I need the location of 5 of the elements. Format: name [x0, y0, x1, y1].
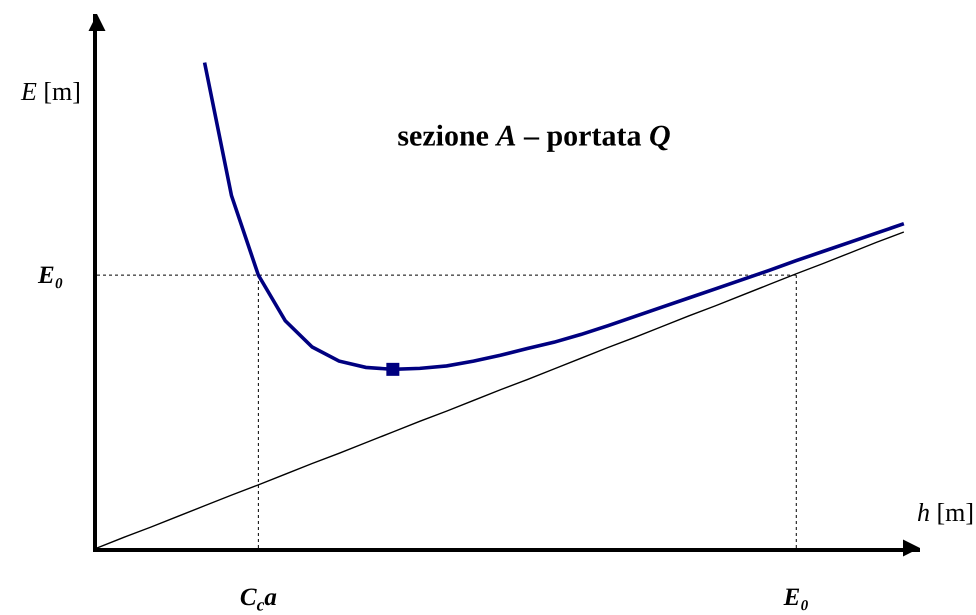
- text: sezione A – portata Q: [397, 120, 671, 152]
- ref-line-label: E₀: [37, 262, 64, 289]
- x-tick-label: C$_{c}$a: [240, 584, 277, 614]
- y-axis-title: E [m]: [20, 77, 81, 106]
- x-axis-title: h [m]: [917, 498, 974, 527]
